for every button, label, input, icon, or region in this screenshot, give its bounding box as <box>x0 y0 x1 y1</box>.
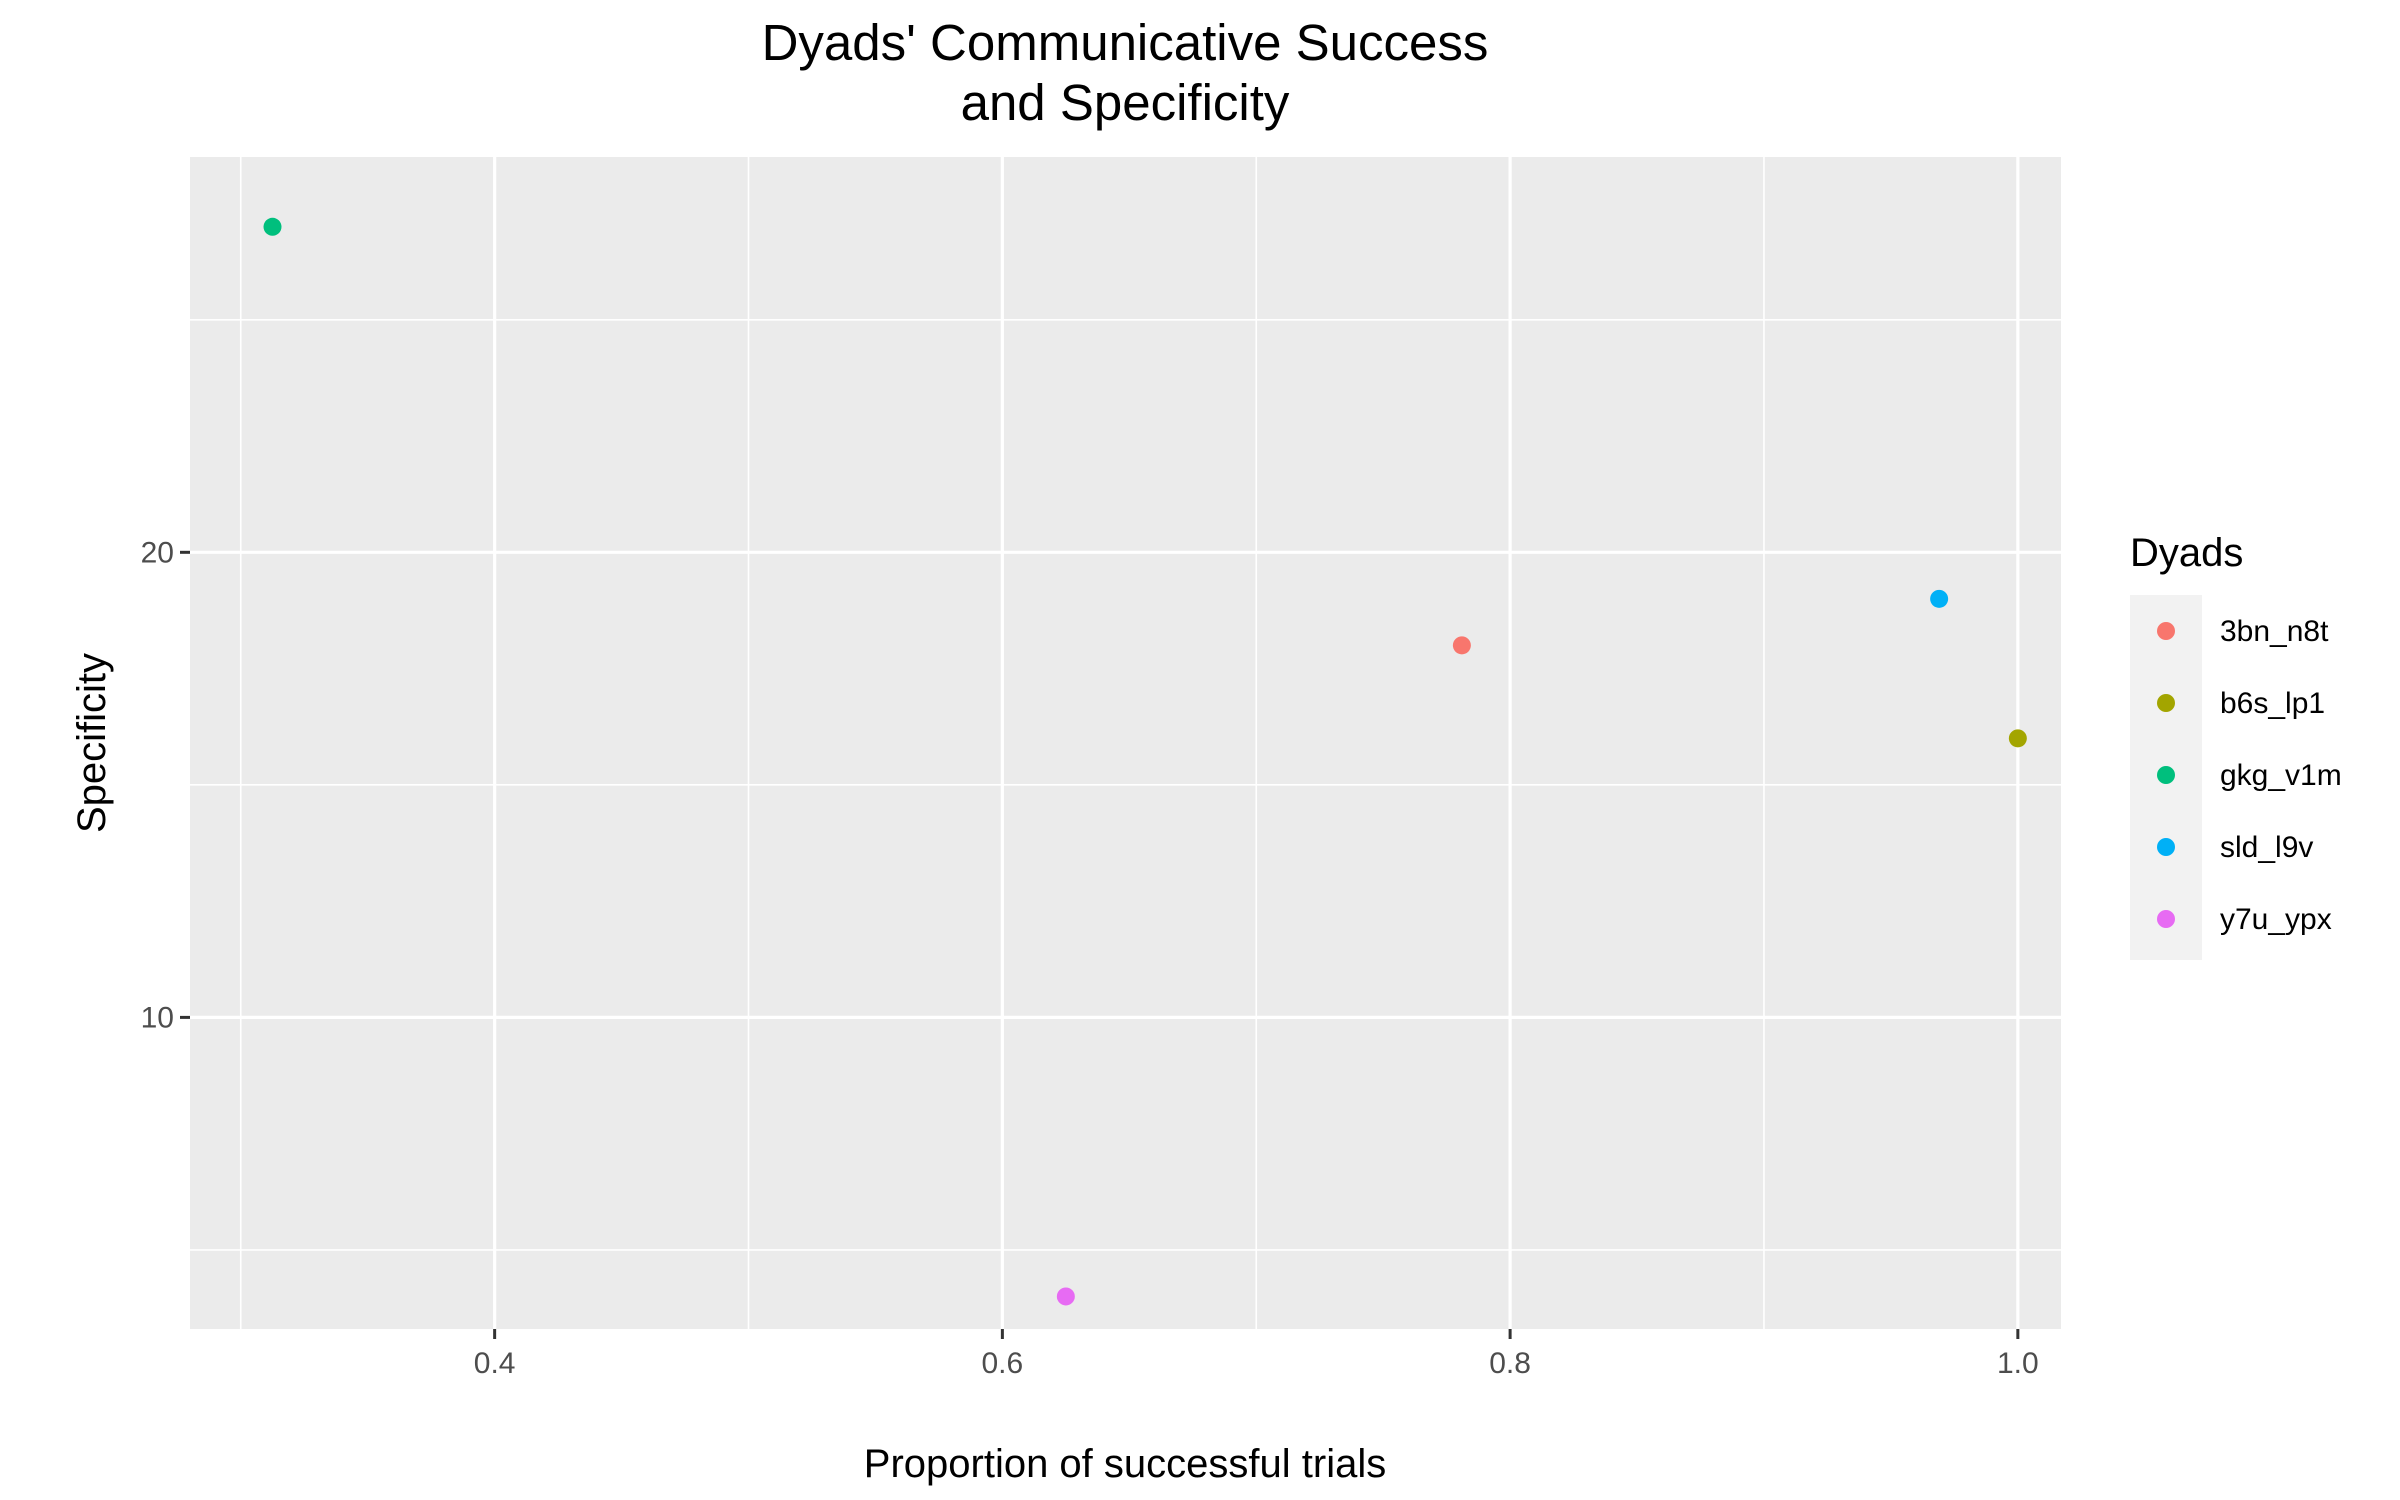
chart-title-line-2: and Specificity <box>961 74 1290 131</box>
legend-title: Dyads <box>2130 531 2243 575</box>
y-tick-label: 20 <box>141 536 174 569</box>
plot-panel <box>190 157 2061 1329</box>
data-point-sld_l9v <box>1930 589 1949 608</box>
data-point-b6s_lp1 <box>2008 729 2027 748</box>
legend-items: 3bn_n8t b6s_lp1 gkg_v1m sld_l9v y7u_ypx <box>2157 615 2342 936</box>
y-axis: 10 20 <box>141 536 190 1034</box>
x-tick-label: 0.4 <box>474 1347 516 1380</box>
x-tick-label: 0.6 <box>982 1347 1024 1380</box>
data-point-gkg_v1m <box>263 217 282 236</box>
legend-key-sld_l9v <box>2157 838 2175 856</box>
legend-label-sld_l9v: sld_l9v <box>2220 831 2313 864</box>
chart-title-line-1: Dyads' Communicative Success <box>762 14 1489 71</box>
x-tick-label: 0.8 <box>1489 1347 1531 1380</box>
legend-key-y7u_ypx <box>2157 910 2175 928</box>
data-point-y7u_ypx <box>1056 1287 1075 1306</box>
y-axis-title: Specificity <box>70 653 114 833</box>
x-axis-title: Proportion of successful trials <box>864 1442 1386 1486</box>
data-points <box>263 217 2027 1306</box>
minor-gridlines <box>190 157 2061 1329</box>
legend-key-3bn_n8t <box>2157 622 2175 640</box>
legend-label-y7u_ypx: y7u_ypx <box>2220 903 2332 936</box>
x-tick-label: 1.0 <box>1997 1347 2039 1380</box>
legend-label-b6s_lp1: b6s_lp1 <box>2220 687 2325 720</box>
major-gridlines <box>190 157 2061 1329</box>
legend-label-3bn_n8t: 3bn_n8t <box>2220 615 2329 648</box>
x-axis: 0.4 0.6 0.8 1.0 <box>474 1329 2039 1380</box>
data-point-3bn_n8t <box>1452 636 1471 655</box>
legend: Dyads 3bn_n8t b6s_lp1 gkg_v1m sld_l9v y7u_yp… <box>2130 531 2342 960</box>
legend-key-gkg_v1m <box>2157 766 2175 784</box>
y-tick-label: 10 <box>141 1001 174 1034</box>
legend-key-b6s_lp1 <box>2157 694 2175 712</box>
legend-label-gkg_v1m: gkg_v1m <box>2220 759 2342 792</box>
